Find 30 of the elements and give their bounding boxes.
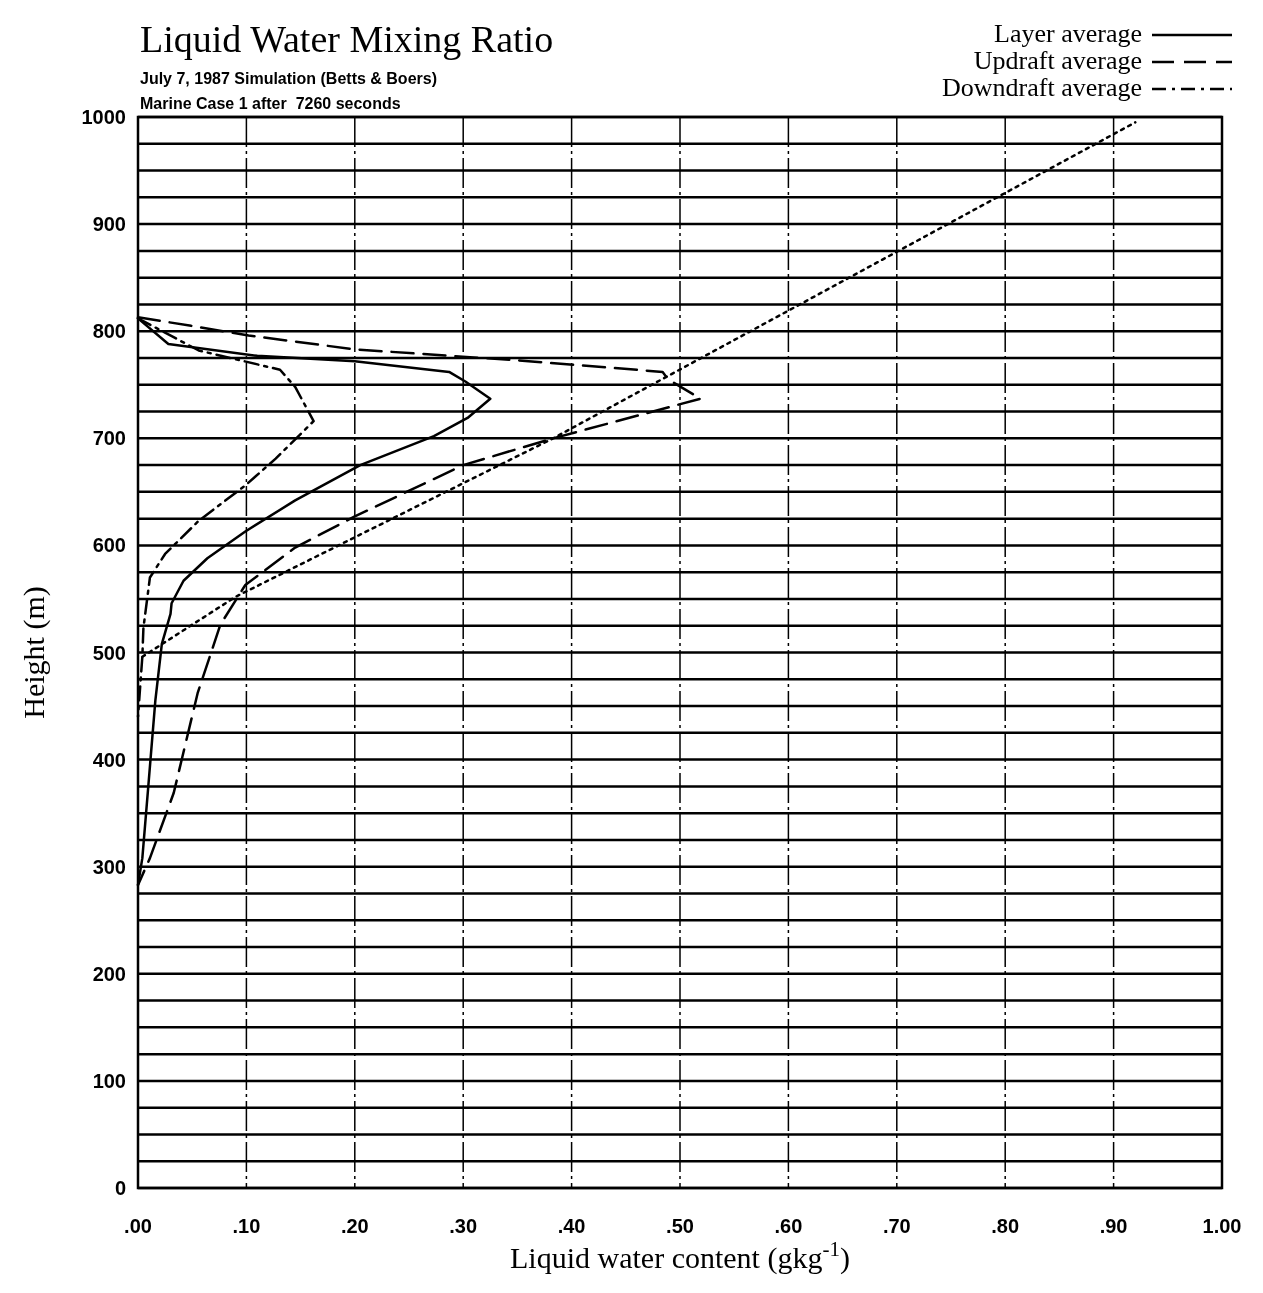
y-tick-label: 500: [92, 641, 126, 664]
x-axis-title: Liquid water content (gkg$^{-1}$): [510, 1237, 850, 1275]
y-tick-label: 100: [92, 1069, 126, 1092]
y-tick-label: 1000: [81, 106, 126, 128]
x-tick-label: .20: [340, 1215, 369, 1237]
x-tick-label: .10: [232, 1215, 261, 1237]
y-tick-label: 300: [92, 855, 126, 878]
chart-subtitle: July 7, 1987 Simulation (Betts & Boers): [140, 70, 437, 87]
x-tick-label: .80: [991, 1215, 1020, 1237]
x-tick-label: 1.00: [1202, 1215, 1242, 1237]
y-tick-label: 700: [92, 427, 126, 450]
x-tick-label: .40: [557, 1215, 586, 1237]
x-tick-label: .50: [666, 1215, 694, 1237]
y-tick-label: 600: [92, 534, 126, 557]
y-tick-label: 200: [92, 962, 126, 985]
y-tick-label: 800: [92, 320, 126, 343]
text: Marine Case 1 after 7260 seconds: [140, 95, 401, 112]
legend-label: Updraft average: [973, 46, 1142, 75]
chart-title: Liquid Water Mixing Ratio: [140, 18, 554, 60]
legend-label: Downdraft average: [942, 73, 1142, 102]
y-tick-label: 0: [114, 1177, 126, 1199]
y-tick-label: 900: [92, 213, 126, 236]
x-tick-label: .70: [882, 1215, 911, 1237]
x-tick-label: .90: [1099, 1215, 1128, 1237]
y-axis-title: Height (m): [17, 586, 51, 719]
y-tick-label: 400: [92, 748, 126, 771]
x-tick-label: .00: [124, 1215, 152, 1237]
x-tick-label: .60: [774, 1215, 803, 1237]
x-tick-label: .30: [449, 1215, 478, 1237]
legend-label: Layer average: [994, 19, 1142, 48]
